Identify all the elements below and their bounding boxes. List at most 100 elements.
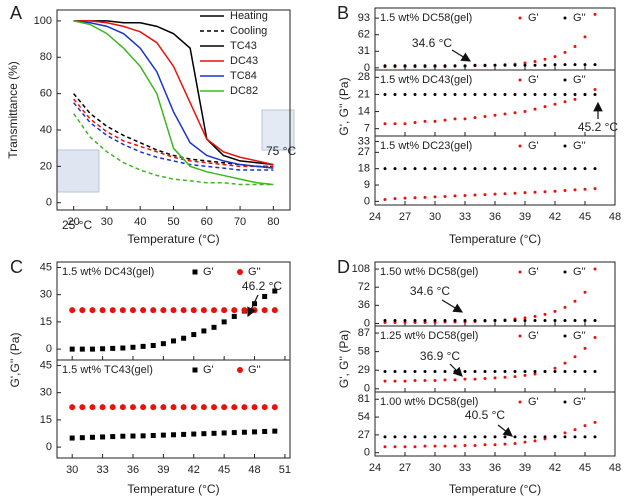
point — [463, 167, 467, 171]
y-tick-label: 28 — [358, 71, 370, 83]
x-tick-label: 30 — [66, 464, 78, 476]
point — [583, 187, 587, 191]
point — [463, 194, 467, 198]
point — [473, 318, 477, 322]
point — [563, 305, 567, 309]
point — [463, 369, 467, 373]
x-tick-label: 45 — [218, 464, 230, 476]
point — [533, 372, 537, 376]
point — [433, 195, 437, 199]
point — [393, 64, 397, 68]
point — [453, 92, 457, 96]
y-tick-label: 54 — [358, 411, 370, 423]
x-tick-label: 42 — [549, 462, 561, 474]
y-tick-label: 45 — [40, 359, 52, 371]
point — [493, 92, 497, 96]
point — [513, 318, 517, 322]
point — [543, 369, 547, 373]
x-tick-label: 33 — [459, 462, 471, 474]
legend-marker — [563, 78, 567, 82]
x-axis-label: Temperature (°C) — [127, 232, 219, 246]
point — [553, 167, 557, 171]
point — [553, 63, 557, 67]
point — [393, 435, 397, 439]
legend-marker — [518, 78, 522, 82]
point — [383, 92, 387, 96]
point — [503, 112, 507, 116]
point — [533, 107, 537, 111]
y-tick-label: 45 — [40, 261, 52, 273]
legend-label: DC43 — [230, 55, 258, 67]
point — [383, 435, 387, 439]
point — [593, 435, 597, 439]
point — [523, 92, 527, 96]
point — [150, 404, 157, 411]
point — [543, 57, 547, 61]
legend-label: G'' — [573, 396, 586, 408]
point — [543, 318, 547, 322]
x-tick-label: 20 — [68, 216, 80, 228]
point — [483, 369, 487, 373]
point — [453, 167, 457, 171]
annotation-arrow — [247, 294, 259, 318]
point — [563, 63, 567, 67]
point — [181, 431, 187, 437]
y-tick-label: 27 — [358, 146, 370, 158]
y-tick-label: 33 — [358, 135, 370, 147]
y-tick-label: 20 — [40, 160, 52, 172]
legend-marker — [563, 334, 567, 338]
point — [433, 119, 437, 123]
point — [503, 375, 507, 379]
panel-letter: D — [337, 257, 350, 277]
point — [433, 167, 437, 171]
y-tick-label: 60 — [40, 88, 52, 100]
point — [563, 50, 567, 54]
annotation: 45.2 °C — [578, 120, 618, 134]
point — [453, 318, 457, 322]
point — [553, 318, 557, 322]
y-tick-label: 0 — [46, 197, 52, 209]
point — [423, 435, 427, 439]
heating-curve — [73, 20, 274, 186]
point — [593, 336, 597, 340]
point — [483, 443, 487, 447]
legend-marker — [518, 334, 522, 338]
point — [393, 122, 397, 126]
point — [221, 404, 228, 411]
point — [181, 335, 187, 341]
point — [423, 92, 427, 96]
annotation: 46.2 °C — [242, 279, 282, 293]
point — [453, 378, 457, 382]
point — [171, 432, 176, 438]
legend-label: TC84 — [230, 70, 257, 82]
point — [503, 63, 507, 67]
point — [503, 167, 507, 171]
legend-label: G' — [528, 140, 539, 152]
y-tick-label: 9 — [364, 179, 370, 191]
point — [493, 318, 497, 322]
panel-letter: A — [10, 3, 22, 23]
y-tick-label: 31 — [358, 45, 370, 57]
point — [463, 117, 467, 121]
point — [593, 318, 597, 322]
point — [553, 102, 557, 106]
point — [593, 63, 597, 67]
point — [170, 404, 177, 411]
y-tick-label: 58 — [358, 346, 370, 358]
x-tick-label: 27 — [399, 211, 411, 223]
point — [221, 319, 227, 325]
point — [503, 318, 507, 322]
point — [553, 369, 557, 373]
panel-letter: C — [10, 257, 23, 277]
y-tick-label: 0 — [364, 62, 370, 74]
point — [262, 429, 268, 435]
x-tick-label: 42 — [549, 211, 561, 223]
point — [433, 64, 437, 68]
point — [423, 167, 427, 171]
point — [493, 435, 497, 439]
point — [393, 167, 397, 171]
point — [523, 191, 527, 195]
point — [593, 187, 597, 191]
point — [221, 307, 228, 314]
